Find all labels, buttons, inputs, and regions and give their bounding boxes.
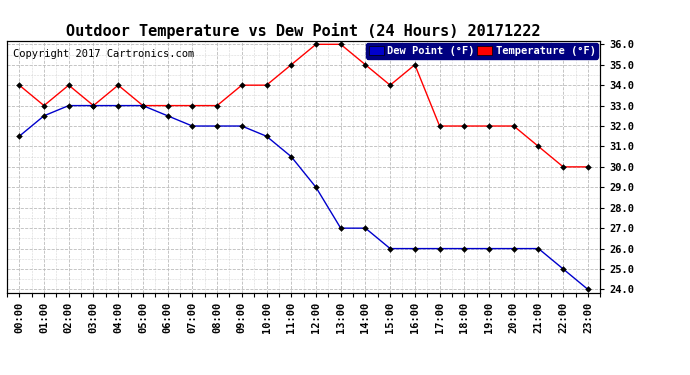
- Text: Copyright 2017 Cartronics.com: Copyright 2017 Cartronics.com: [13, 49, 194, 59]
- Legend: Dew Point (°F), Temperature (°F): Dew Point (°F), Temperature (°F): [366, 44, 598, 58]
- Title: Outdoor Temperature vs Dew Point (24 Hours) 20171222: Outdoor Temperature vs Dew Point (24 Hou…: [66, 23, 541, 39]
